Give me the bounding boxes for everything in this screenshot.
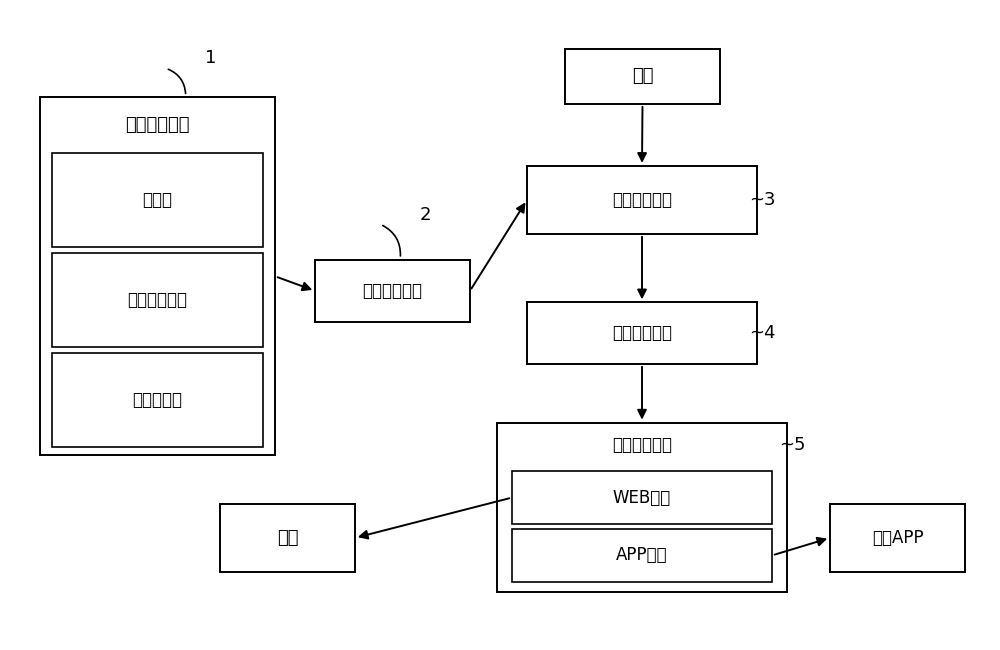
Text: 信号转换单元: 信号转换单元 [362, 282, 422, 300]
Bar [830, 504, 965, 572]
Bar [512, 471, 772, 524]
Text: WEB应用: WEB应用 [613, 489, 671, 506]
Text: 手机APP: 手机APP [872, 529, 923, 547]
Bar [565, 49, 720, 104]
Text: APP应用: APP应用 [616, 547, 668, 564]
Bar [52, 354, 263, 447]
Text: 电源: 电源 [632, 68, 653, 85]
Text: ~5: ~5 [779, 436, 805, 454]
Bar [527, 166, 757, 234]
Text: 2: 2 [420, 205, 431, 224]
Text: 平台处理单元: 平台处理单元 [612, 324, 672, 342]
Text: 气压传感器: 气压传感器 [132, 391, 182, 410]
Bar [52, 153, 263, 246]
Bar [512, 529, 772, 582]
Text: 多轴传感单元: 多轴传感单元 [125, 116, 190, 134]
Text: 数据采集单元: 数据采集单元 [612, 191, 672, 209]
Text: 加速度传感器: 加速度传感器 [128, 291, 188, 309]
Bar [220, 504, 355, 572]
Bar [527, 302, 757, 364]
Text: 网页: 网页 [277, 529, 298, 547]
Bar [52, 253, 263, 347]
Bar [497, 422, 787, 592]
Bar [315, 260, 470, 322]
Text: 故障预警单元: 故障预警单元 [612, 436, 672, 454]
Text: ~3: ~3 [749, 191, 775, 209]
Text: 1: 1 [205, 49, 216, 68]
Bar [40, 98, 275, 455]
Text: ~4: ~4 [749, 324, 775, 342]
Text: 陀螺产: 陀螺产 [143, 190, 173, 209]
